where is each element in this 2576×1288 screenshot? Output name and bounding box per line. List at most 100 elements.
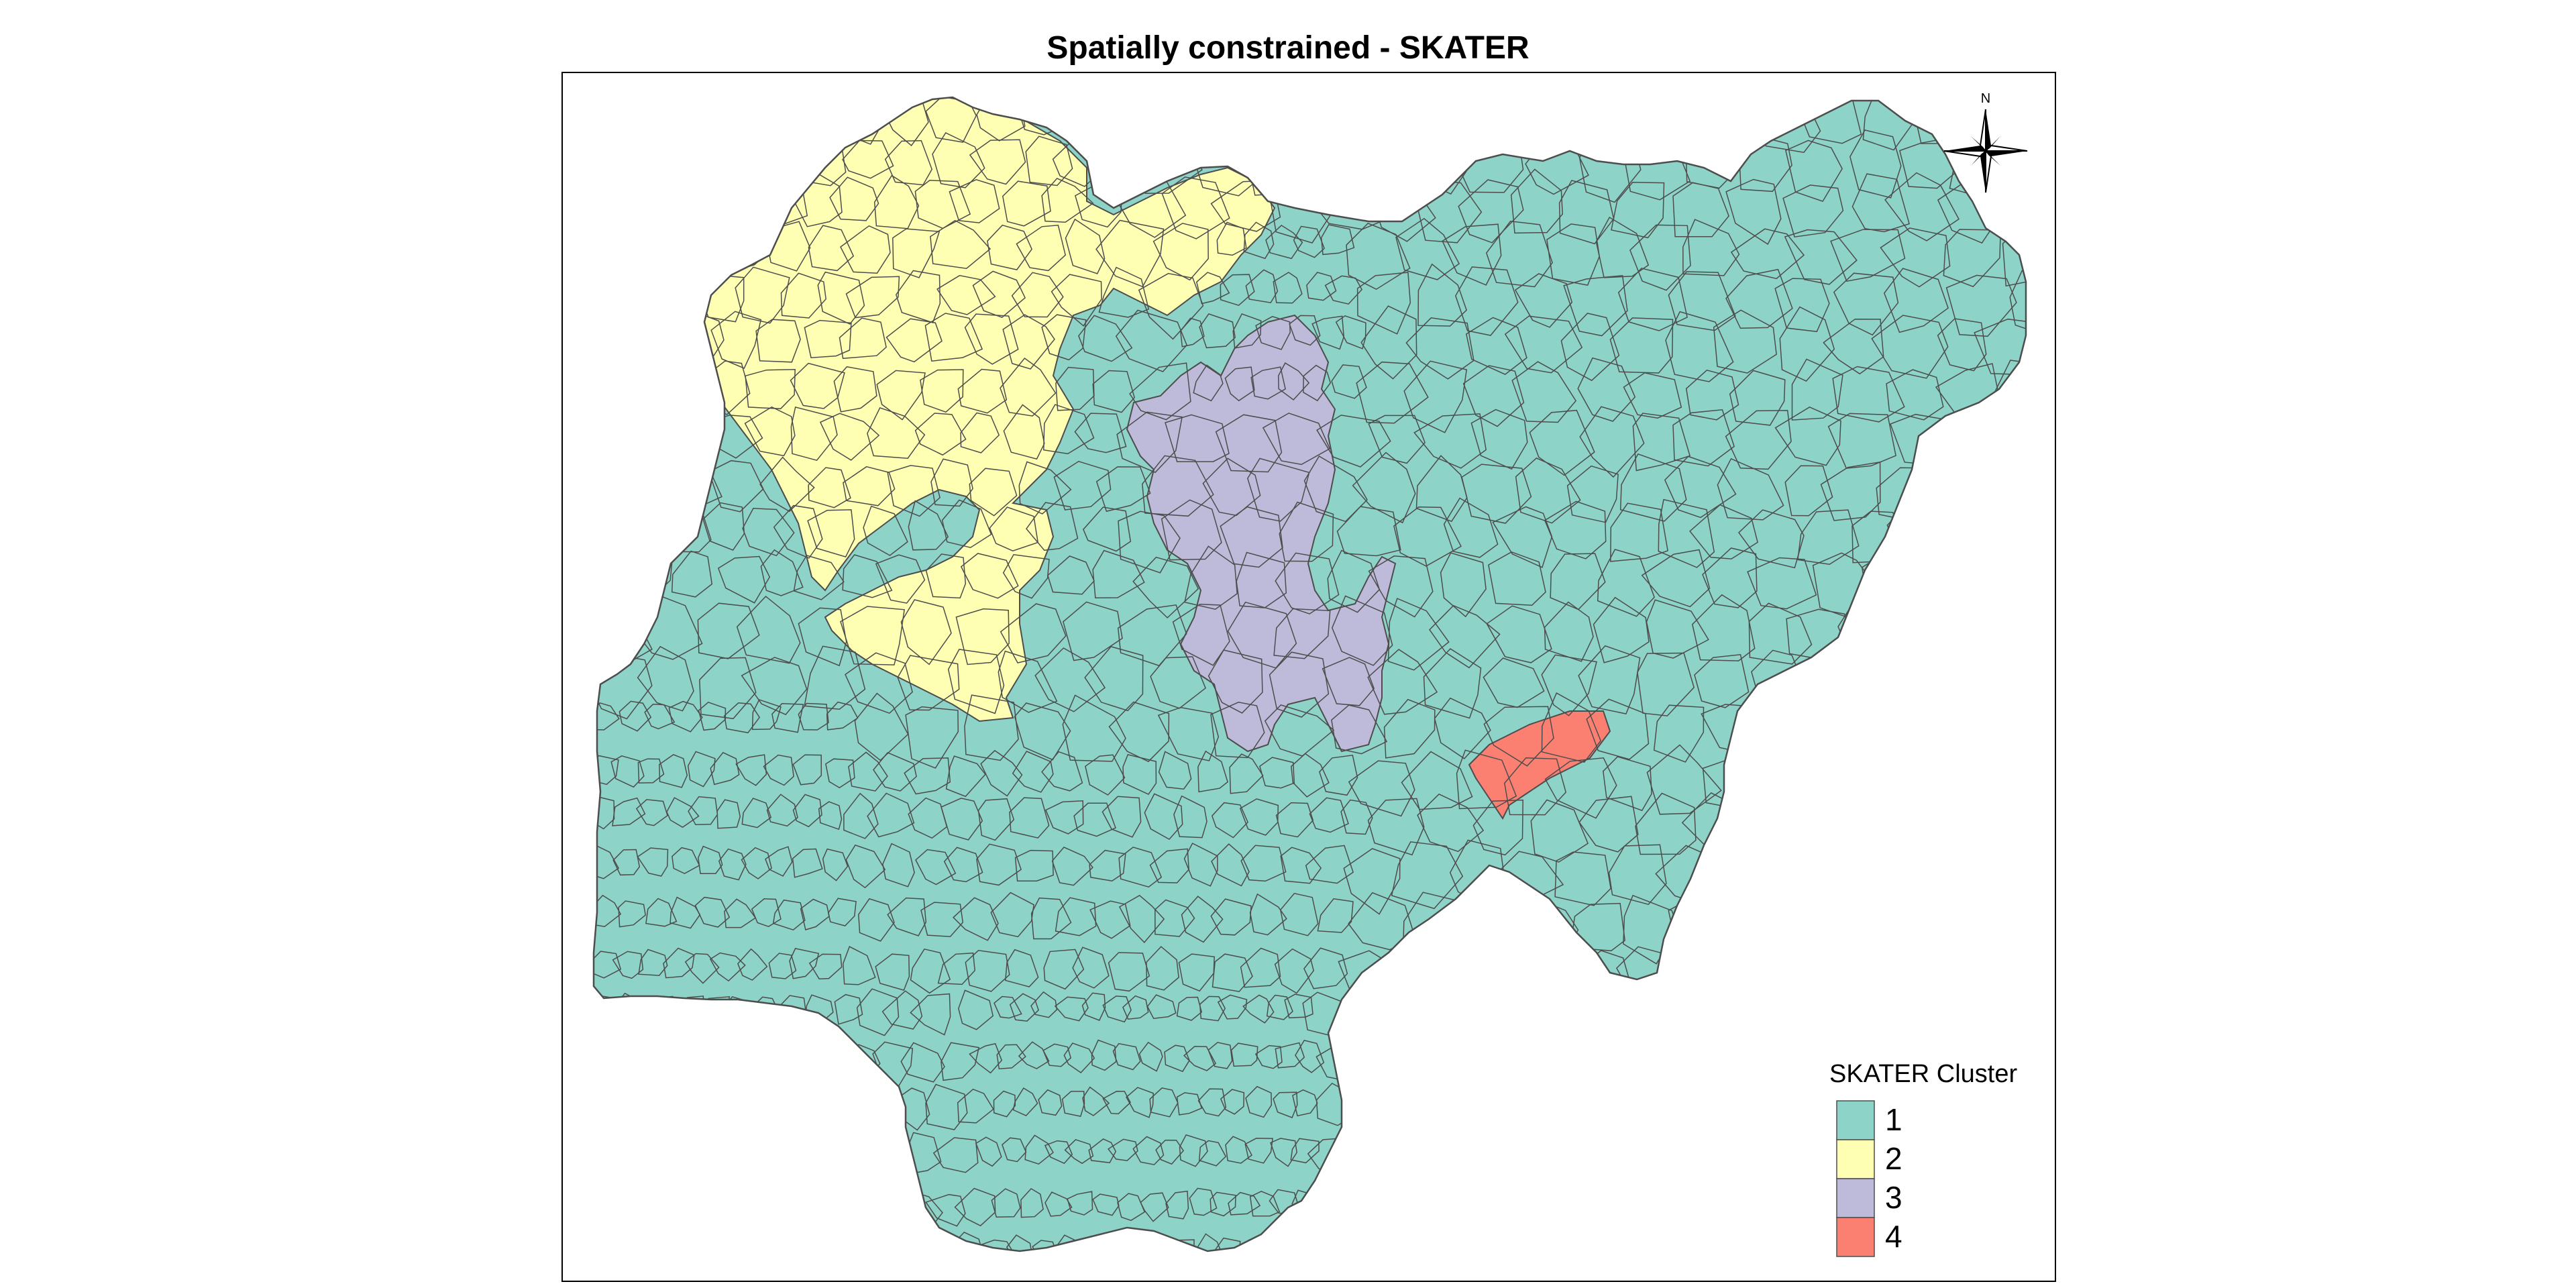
lga-boundary	[752, 134, 798, 184]
lga-boundary	[1635, 1233, 1697, 1251]
lga-boundary	[1092, 370, 1135, 413]
lga-boundary	[1514, 273, 1573, 328]
lga-boundary	[1492, 506, 1553, 568]
lga-boundary	[736, 595, 801, 664]
lga-boundary	[1303, 455, 1368, 523]
lga-boundary	[772, 899, 806, 931]
lga-boundary	[1108, 1138, 1138, 1161]
lga-boundary	[925, 97, 977, 143]
lga-boundary	[1032, 1240, 1058, 1251]
lga-boundary	[1054, 996, 1089, 1022]
lga-boundary	[1608, 1046, 1686, 1098]
lga-boundary	[1091, 1039, 1117, 1071]
lga-boundary	[1815, 851, 1876, 912]
lga-boundary	[1084, 646, 1144, 712]
lga-boundary	[1672, 409, 1735, 467]
lga-boundary	[1316, 415, 1391, 468]
lga-boundary	[1949, 1195, 2016, 1248]
lga-boundary	[840, 1185, 880, 1229]
lga-boundary	[1629, 224, 1691, 291]
lga-boundary	[887, 897, 927, 936]
lga-boundary	[630, 310, 677, 364]
lga-boundary	[1969, 748, 2026, 818]
lga-boundary	[1623, 894, 1679, 965]
lga-boundary	[976, 97, 1026, 142]
lga-boundary	[1320, 224, 1355, 256]
lga-boundary	[818, 801, 843, 830]
lga-boundary	[1501, 1091, 1561, 1152]
lga-boundary	[1784, 465, 1833, 517]
lga-boundary	[2021, 1081, 2026, 1142]
lga-boundary	[1280, 847, 1322, 884]
lga-boundary	[1078, 315, 1133, 362]
lga-boundary	[1561, 1086, 1625, 1150]
lga-boundary	[1348, 760, 1415, 817]
lga-boundary	[1245, 269, 1279, 304]
lga-boundary	[2000, 502, 2026, 566]
lga-boundary	[829, 176, 879, 221]
lga-boundary	[1030, 991, 1058, 1018]
lga-boundary	[1605, 1090, 1673, 1150]
lga-boundary	[1851, 173, 1911, 233]
lga-boundary	[1184, 545, 1238, 610]
lga-boundary	[1002, 1137, 1027, 1163]
lga-boundary	[782, 1089, 813, 1118]
lga-boundary	[827, 1088, 862, 1122]
cluster-4-region	[1468, 710, 1611, 820]
lga-boundary	[1694, 653, 1750, 708]
lga-boundary	[1104, 97, 1144, 139]
lga-boundary	[1327, 549, 1381, 613]
lga-boundary	[1460, 892, 1528, 959]
lga-boundary	[1895, 1183, 1966, 1251]
lga-boundary	[1884, 172, 1960, 241]
lga-boundary	[1771, 950, 1837, 1002]
lga-boundary	[1664, 998, 1723, 1047]
lga-boundary	[1254, 1044, 1283, 1069]
lga-boundary	[1067, 1191, 1093, 1216]
lga-boundary	[710, 178, 757, 221]
lga-boundary	[1210, 1191, 1236, 1217]
lga-boundary	[633, 1233, 663, 1251]
lga-boundary	[1813, 989, 1866, 1054]
lga-boundary	[1478, 1238, 1549, 1251]
lga-boundary	[1405, 317, 1474, 380]
lga-boundary	[612, 849, 641, 876]
lga-boundary	[1791, 358, 1843, 421]
lga-boundary	[937, 952, 975, 985]
lga-boundary	[1279, 892, 1319, 936]
lga-boundary	[2017, 1193, 2026, 1251]
lga-boundary	[1923, 455, 1992, 524]
lga-boundary	[1102, 796, 1142, 838]
lga-boundary	[669, 896, 701, 929]
lga-boundary	[663, 1188, 700, 1220]
lga-boundary	[1665, 311, 1734, 382]
lga-boundary	[1275, 802, 1314, 838]
lga-boundary	[1343, 97, 1404, 156]
lga-boundary	[771, 703, 804, 733]
lga-boundary	[1920, 694, 1979, 759]
lga-boundary	[904, 757, 951, 795]
lga-boundary	[1085, 754, 1126, 796]
lga-boundary	[965, 950, 1010, 992]
lga-boundary	[1161, 499, 1222, 561]
lga-boundary	[839, 317, 887, 360]
lga-boundary	[1346, 223, 1411, 290]
lga-boundary	[1851, 648, 1912, 718]
lga-boundary	[1832, 366, 1905, 423]
lga-boundary	[1183, 1046, 1217, 1071]
lga-boundary	[762, 1136, 794, 1171]
lga-boundary	[1161, 176, 1230, 239]
lga-boundary	[941, 798, 983, 841]
lga-boundary	[691, 1088, 718, 1116]
lga-boundary	[594, 1236, 616, 1251]
lga-boundary	[1004, 949, 1039, 987]
lga-boundary	[1472, 799, 1523, 856]
lga-boundary	[786, 1135, 816, 1169]
lga-boundary	[594, 1091, 616, 1120]
lga-boundary	[1827, 413, 1896, 469]
lga-boundary	[1093, 136, 1144, 184]
lga-boundary	[1597, 549, 1655, 617]
lga-boundary	[1041, 751, 1083, 792]
lga-boundary	[715, 97, 766, 144]
lga-boundary	[1510, 168, 1563, 234]
